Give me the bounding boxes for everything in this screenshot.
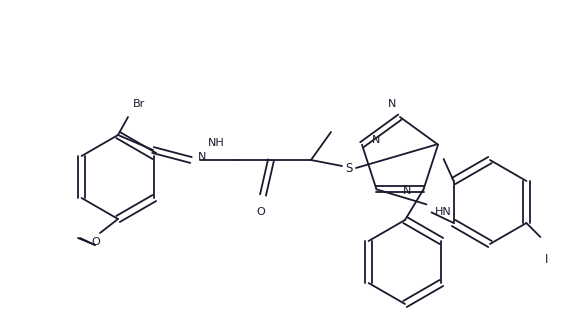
Text: N: N (403, 186, 411, 196)
Text: N: N (372, 135, 380, 145)
Text: Br: Br (133, 99, 145, 109)
Text: HN: HN (434, 208, 451, 217)
Text: O: O (92, 237, 101, 247)
Text: NH: NH (207, 138, 224, 148)
Text: O: O (257, 207, 265, 217)
Text: N: N (198, 152, 206, 162)
Text: N: N (388, 99, 396, 109)
Text: S: S (345, 161, 353, 175)
Text: I: I (545, 253, 548, 266)
